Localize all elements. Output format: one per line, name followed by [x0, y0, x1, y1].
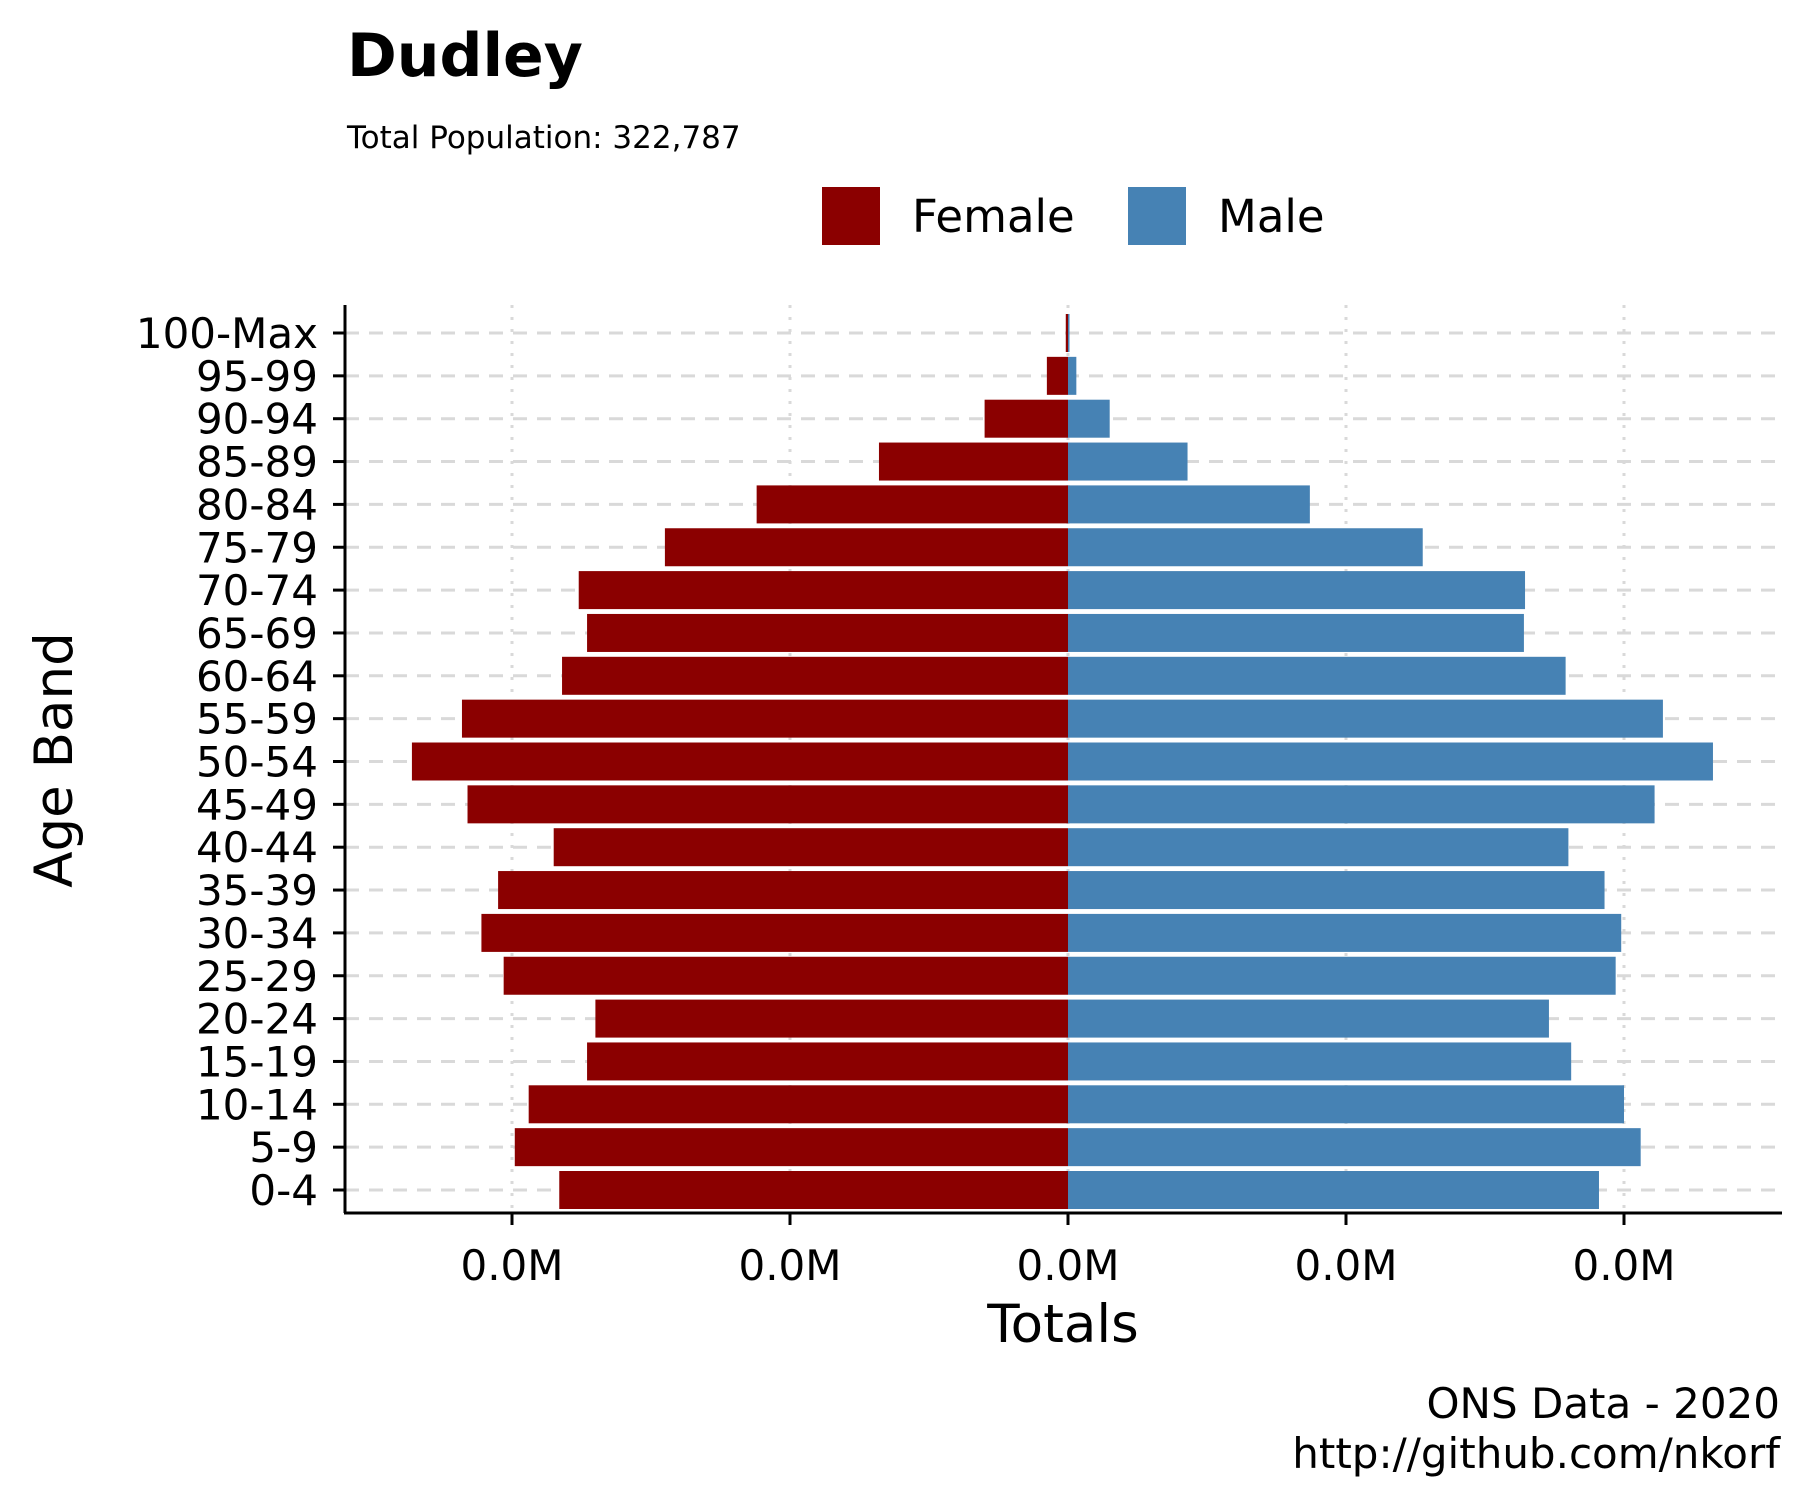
y-tick-label: 75-79: [196, 523, 318, 572]
bar-male-45-49: [1068, 785, 1655, 824]
y-tick-label: 55-59: [196, 695, 318, 744]
bar-female-50-54: [411, 742, 1068, 781]
bar-female-25-29: [503, 956, 1068, 995]
bar-female-20-24: [595, 999, 1068, 1038]
bar-male-60-64: [1068, 656, 1566, 695]
bar-male-40-44: [1068, 828, 1569, 867]
bar-female-95-99: [1046, 356, 1068, 395]
y-axis-ticks: 0-45-910-1415-1920-2425-2930-3435-3940-4…: [136, 309, 345, 1215]
bar-male-75-79: [1068, 528, 1423, 567]
bars: [411, 314, 1713, 1209]
bar-male-35-39: [1068, 871, 1605, 910]
bar-female-60-64: [562, 656, 1068, 695]
y-tick-label: 65-69: [196, 609, 318, 658]
legend: Female Male: [822, 187, 1325, 245]
bar-male-95-99: [1068, 356, 1077, 395]
y-tick-label: 20-24: [196, 995, 318, 1044]
bar-male-85-89: [1068, 442, 1188, 481]
bar-female-90-94: [984, 399, 1068, 438]
y-tick-label: 45-49: [196, 780, 318, 829]
bar-male-80-84: [1068, 485, 1310, 524]
y-tick-label: 80-84: [196, 480, 318, 529]
caption-url: http://github.com/nkorf: [1292, 1429, 1781, 1478]
bar-male-100-Max: [1068, 314, 1070, 352]
bar-female-10-14: [528, 1085, 1068, 1124]
bar-male-50-54: [1068, 742, 1713, 781]
bar-male-90-94: [1068, 399, 1110, 438]
bar-female-30-34: [481, 913, 1068, 952]
y-axis-title: Age Band: [24, 632, 85, 887]
bar-female-100-Max: [1065, 314, 1068, 352]
bar-female-35-39: [498, 871, 1069, 910]
y-tick-label: 10-14: [196, 1080, 318, 1129]
y-tick-label: 15-19: [196, 1037, 318, 1086]
chart-subtitle: Total Population: 322,787: [346, 120, 741, 156]
bar-female-45-49: [467, 785, 1068, 824]
y-tick-label: 35-39: [196, 866, 318, 915]
y-tick-label: 0-4: [249, 1166, 318, 1215]
x-axis-ticks: 0.0M 0.0M 0.0M 0.0M 0.0M: [460, 1213, 1676, 1290]
legend-label-male: Male: [1218, 190, 1325, 243]
bar-male-55-59: [1068, 699, 1663, 738]
bar-female-55-59: [461, 699, 1069, 738]
bar-female-70-74: [578, 571, 1068, 610]
bar-female-75-79: [664, 528, 1068, 567]
y-tick-label: 5-9: [249, 1123, 318, 1172]
bar-male-15-19: [1068, 1042, 1572, 1081]
bar-male-10-14: [1068, 1085, 1624, 1124]
bar-male-30-34: [1068, 913, 1622, 952]
bar-female-0-4: [559, 1171, 1068, 1209]
y-tick-label: 25-29: [196, 952, 318, 1001]
y-tick-label: 50-54: [196, 738, 318, 787]
legend-swatch-male: [1128, 187, 1186, 245]
bar-male-65-69: [1068, 613, 1524, 652]
caption-source: ONS Data - 2020: [1426, 1379, 1780, 1428]
x-tick-label: 0.0M: [1016, 1241, 1119, 1290]
bar-male-0-4: [1068, 1171, 1599, 1209]
bar-male-20-24: [1068, 999, 1549, 1038]
y-tick-label: 60-64: [196, 652, 318, 701]
bar-male-5-9: [1068, 1128, 1641, 1167]
chart-title: Dudley: [347, 21, 583, 91]
x-tick-label: 0.0M: [1572, 1241, 1675, 1290]
x-tick-label: 0.0M: [1294, 1241, 1397, 1290]
bar-female-15-19: [587, 1042, 1068, 1081]
x-tick-label: 0.0M: [738, 1241, 841, 1290]
y-tick-label: 95-99: [196, 352, 318, 401]
y-tick-label: 100-Max: [136, 309, 318, 358]
y-tick-label: 90-94: [196, 395, 318, 444]
legend-swatch-female: [822, 187, 880, 245]
x-axis-title: Totals: [986, 1294, 1138, 1355]
bar-female-65-69: [587, 613, 1068, 652]
y-tick-label: 70-74: [196, 566, 318, 615]
bar-female-85-89: [878, 442, 1068, 481]
legend-label-female: Female: [912, 190, 1075, 243]
y-tick-label: 30-34: [196, 909, 318, 958]
x-tick-label: 0.0M: [460, 1241, 563, 1290]
bar-female-80-84: [756, 485, 1068, 524]
bar-male-70-74: [1068, 571, 1526, 610]
bar-male-25-29: [1068, 956, 1616, 995]
y-tick-label: 85-89: [196, 438, 318, 487]
bar-female-5-9: [514, 1128, 1068, 1167]
bar-female-40-44: [553, 828, 1068, 867]
y-tick-label: 40-44: [196, 823, 318, 872]
